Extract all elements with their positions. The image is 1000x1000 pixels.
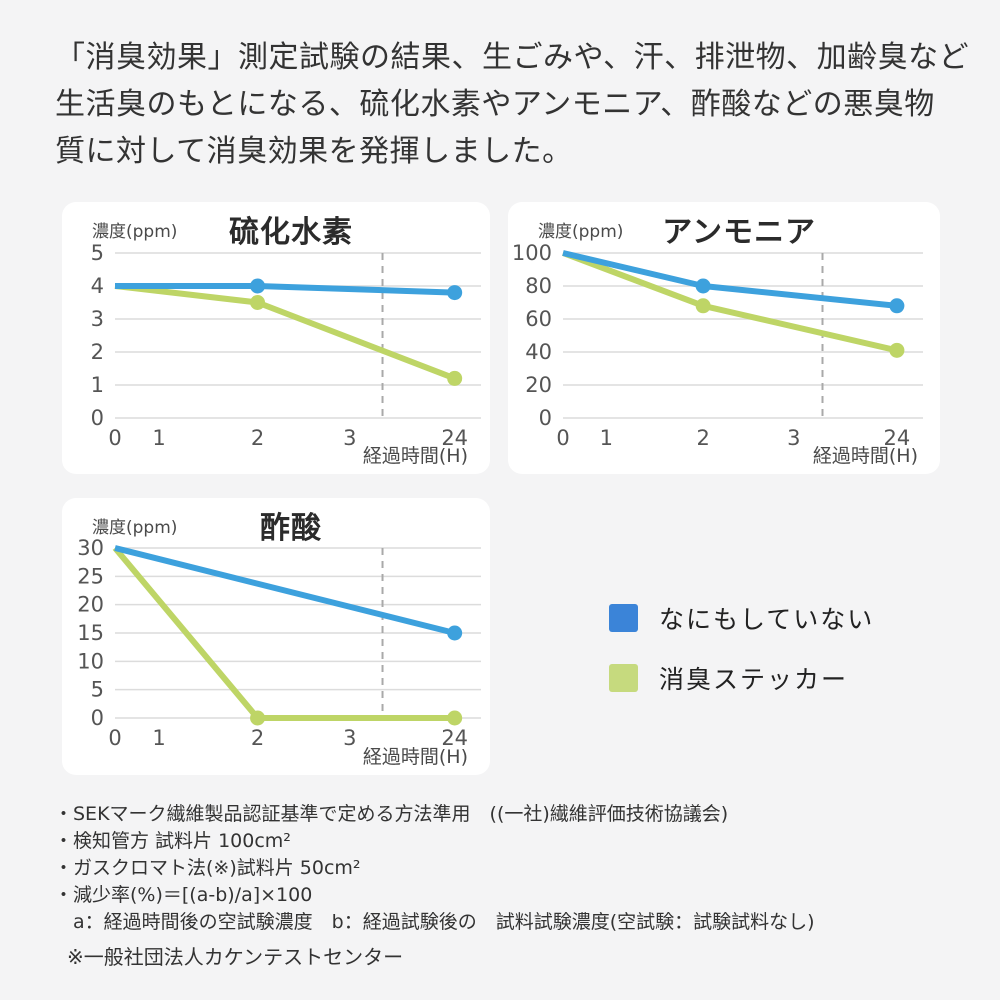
svg-text:24: 24 [884, 426, 911, 450]
svg-text:3: 3 [91, 307, 104, 331]
legend-swatch-green [609, 664, 638, 692]
svg-text:100: 100 [512, 241, 552, 265]
svg-text:40: 40 [525, 340, 552, 364]
legend: なにもしていない 消臭ステッカー [609, 600, 874, 720]
y-axis-label: 濃度(ppm) [92, 222, 178, 242]
svg-text:10: 10 [77, 649, 104, 673]
hydrogen-sulfide-plot: 5 4 3 2 1 00 1 2 3 24 [91, 241, 481, 450]
svg-text:2: 2 [251, 726, 264, 750]
legend-item-untreated: なにもしていない [609, 600, 874, 636]
svg-text:1: 1 [91, 373, 104, 397]
footnote-line-2: ・検知管方 試料片 100cm² [54, 830, 291, 852]
heading-line-2: 生活臭のもとになる、硫化水素やアンモニア、酢酸などの悪臭物 [55, 87, 935, 122]
svg-text:15: 15 [77, 621, 104, 645]
chart-panel-acetic-acid: 30 25 20 15 10 5 0 0 1 2 3 24 濃度(ppm) 酢酸 経過時間(H) [62, 498, 490, 775]
chart-title-ammonia: アンモニア [662, 215, 817, 250]
svg-text:0: 0 [91, 406, 104, 430]
svg-text:20: 20 [525, 373, 552, 397]
legend-label-untreated: なにもしていない [659, 605, 875, 634]
svg-text:1: 1 [152, 726, 165, 750]
svg-text:4: 4 [91, 274, 104, 298]
svg-text:0: 0 [556, 426, 569, 450]
heading-line-1: 「消臭効果」測定試験の結果、生ごみや、汗、排泄物、加齢臭など [55, 40, 970, 75]
svg-text:1: 1 [152, 426, 165, 450]
svg-text:0: 0 [108, 726, 121, 750]
svg-text:2: 2 [251, 426, 264, 450]
test-center-note: ※一般社団法人カケンテストセンター [67, 945, 404, 969]
svg-text:3: 3 [787, 426, 800, 450]
x-axis-label: 経過時間(H) [362, 746, 468, 768]
svg-text:2: 2 [696, 426, 709, 450]
svg-text:25: 25 [77, 564, 104, 588]
svg-text:2: 2 [91, 340, 104, 364]
footnote-line-1: ・SEKマーク繊維製品認証基準で定める方法準用 ((一社)繊維評価技術協議会) [54, 803, 729, 825]
legend-swatch-blue [609, 604, 638, 632]
svg-text:80: 80 [525, 274, 552, 298]
y-axis-label: 濃度(ppm) [92, 518, 178, 538]
chart-title-acetic-acid: 酢酸 [259, 511, 322, 546]
svg-text:24: 24 [441, 726, 468, 750]
svg-text:3: 3 [343, 726, 356, 750]
x-axis-label: 経過時間(H) [362, 445, 468, 467]
chart-title-hydrogen-sulfide: 硫化水素 [228, 215, 353, 250]
svg-text:20: 20 [77, 593, 104, 617]
svg-text:1: 1 [600, 426, 613, 450]
footnote-line-3: ・ガスクロマト法(※)試料片 50cm² [54, 857, 361, 879]
svg-text:0: 0 [91, 706, 104, 730]
chart-panel-ammonia: 100 80 60 40 20 0 0 1 2 3 24 濃度(ppm) アンモニア 経過時間(H) [508, 202, 940, 474]
chart-panel-hydrogen-sulfide: 5 4 3 2 1 0 0 1 2 3 24 濃度(ppm) 硫化水素 経過時間(H) [62, 202, 490, 474]
heading-line-3: 質に対して消臭効果を発揮しました。 [55, 134, 573, 169]
page-heading: 「消臭効果」測定試験の結果、生ごみや、汗、排泄物、加齢臭など 生活臭のもとになる… [55, 34, 969, 175]
svg-text:3: 3 [343, 426, 356, 450]
svg-text:24: 24 [441, 426, 468, 450]
x-axis-label: 経過時間(H) [812, 445, 918, 467]
svg-text:60: 60 [525, 307, 552, 331]
svg-text:0: 0 [108, 426, 121, 450]
svg-text:0: 0 [539, 406, 552, 430]
svg-text:5: 5 [91, 678, 104, 702]
svg-text:5: 5 [91, 241, 104, 265]
ammonia-plot: 100 80 60 40 20 00 1 2 3 24 [512, 241, 923, 450]
y-axis-label: 濃度(ppm) [538, 222, 624, 242]
legend-label-deodorant-sticker: 消臭ステッカー [659, 665, 849, 694]
legend-item-deodorant-sticker: 消臭ステッカー [609, 660, 874, 696]
footnote-line-5: a：経過時間後の空試験濃度 b：経過試験後の 試料試験濃度(空試験：試験試料なし… [54, 911, 815, 933]
svg-text:30: 30 [77, 536, 104, 560]
footnote-line-4: ・減少率(%)＝[(a-b)/a]×100 [54, 884, 313, 906]
footnotes: ・SEKマーク繊維製品認証基準で定める方法準用 ((一社)繊維評価技術協議会) … [54, 801, 815, 936]
